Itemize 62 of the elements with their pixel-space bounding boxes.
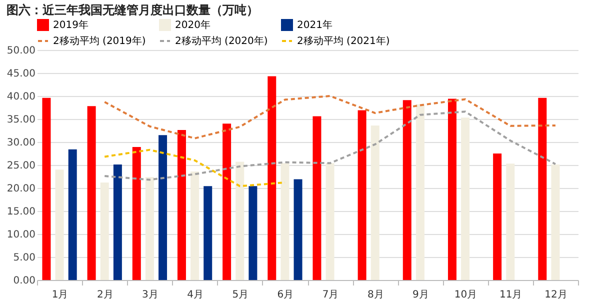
x-tick-label: 3月 [142, 290, 158, 300]
y-tick-label: 5.00 [13, 252, 36, 264]
bar [461, 118, 470, 280]
x-tick-label: 11月 [500, 290, 522, 300]
y-tick-label: 20.00 [6, 184, 36, 194]
x-tick-label: 9月 [412, 290, 429, 300]
x-tick-label: 12月 [544, 290, 568, 300]
y-tick-label: 25.00 [6, 160, 36, 172]
legend-label: 2移动平均 (2021年) [297, 35, 390, 47]
legend-label: 2020年 [175, 19, 210, 31]
bar [190, 171, 200, 280]
bar [312, 116, 322, 280]
x-tick-label: 1月 [52, 290, 68, 300]
y-tick-label: 30.00 [6, 138, 36, 148]
bar [145, 176, 154, 280]
x-tick-label: 5月 [232, 290, 249, 300]
bar [506, 164, 515, 280]
line-series [104, 110, 556, 181]
legend-label: 2019年 [53, 19, 88, 31]
x-tick-label: 6月 [277, 290, 294, 300]
bar [222, 124, 232, 280]
bar [402, 100, 412, 280]
legend-label: 2021年 [297, 19, 332, 31]
bar [87, 106, 96, 280]
x-tick-label: 7月 [322, 290, 339, 300]
bar [113, 164, 122, 280]
bar [448, 98, 456, 280]
x-tick-label: 2月 [96, 290, 114, 300]
bar [100, 182, 109, 280]
bar [236, 162, 244, 280]
bar [42, 98, 51, 280]
bar [551, 164, 560, 280]
legend-label: 2移动平均 (2020年) [175, 35, 268, 47]
bar [326, 163, 334, 280]
bar [538, 98, 547, 280]
y-tick-label: 40.00 [6, 92, 36, 102]
bar [358, 110, 366, 280]
bar [268, 76, 276, 280]
y-tick-label: 50.00 [6, 46, 36, 56]
x-tick-label: 4月 [187, 290, 204, 300]
line-series [104, 95, 556, 140]
bar [68, 149, 77, 280]
bar [55, 170, 64, 280]
y-tick-label: 15.00 [6, 206, 36, 218]
y-tick-label: 35.00 [6, 114, 36, 126]
bar [294, 179, 302, 280]
bar [280, 163, 290, 280]
bar [416, 104, 424, 280]
x-tick-label: 8月 [367, 290, 384, 300]
legend-label: 2移动平均 (2019年) [53, 35, 146, 47]
bar [158, 135, 168, 280]
bar [132, 147, 141, 280]
bar [370, 125, 380, 280]
y-tick-label: 10.00 [6, 230, 36, 240]
bar [248, 186, 258, 280]
x-tick-label: 10月 [454, 290, 478, 300]
chart-title: 图六：近三年我国无缝管月度出口数量（万吨） [6, 3, 258, 17]
y-tick-label: 0.00 [13, 276, 36, 286]
bar [493, 154, 502, 280]
bar [204, 186, 212, 280]
y-tick-label: 45.00 [6, 68, 36, 80]
bar [177, 130, 186, 280]
